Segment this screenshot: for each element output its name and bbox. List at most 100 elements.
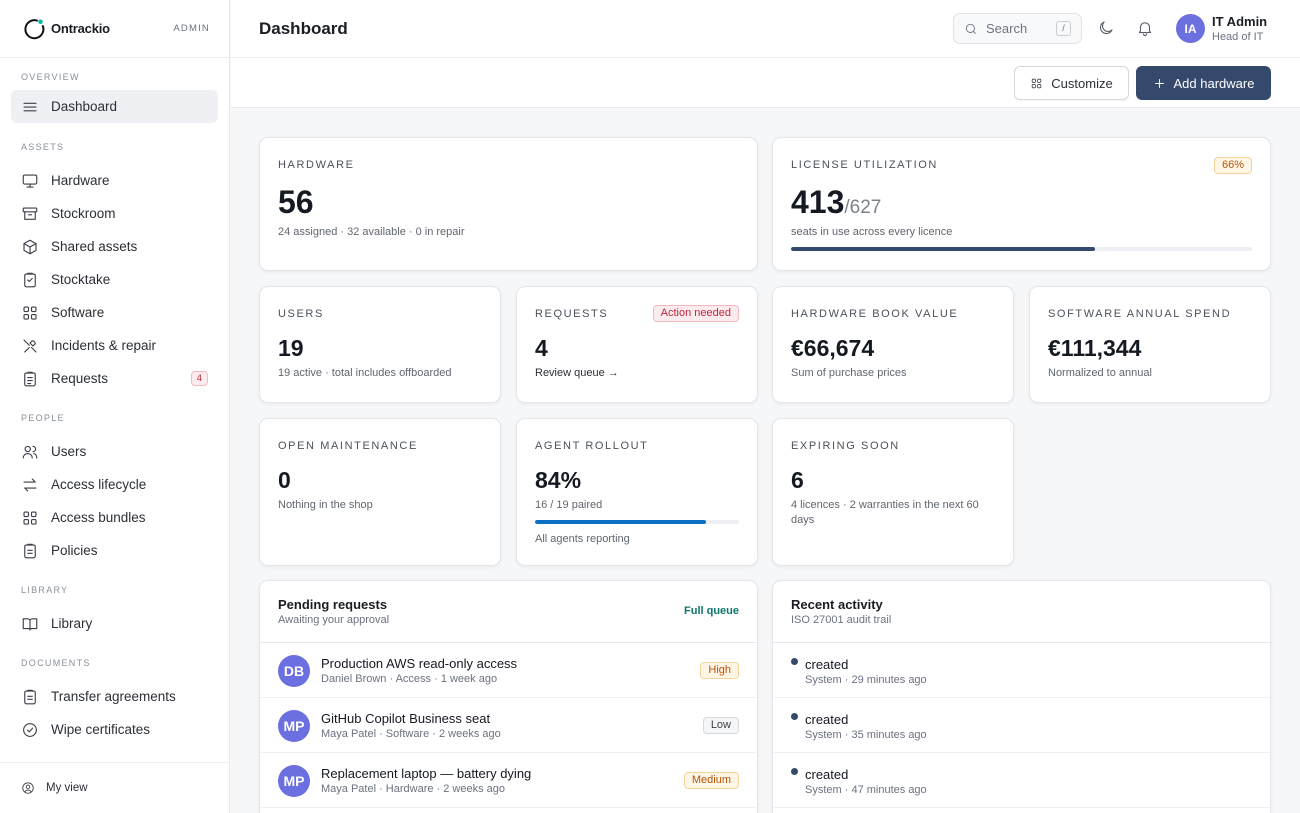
list-item[interactable]: MP GitHub Copilot Business seat Maya Pat… — [260, 698, 757, 753]
divider — [260, 642, 757, 643]
users-card[interactable]: USERS 19 19 active · total includes offb… — [259, 286, 501, 403]
request-meta: Maya Patel · Software · 2 weeks ago — [321, 728, 501, 740]
book-icon — [22, 617, 38, 631]
avatar: MP — [278, 765, 310, 797]
sidebar-item-stockroom[interactable]: Stockroom — [11, 197, 218, 230]
sidebar-item-label: Access lifecycle — [51, 477, 147, 492]
list-item[interactable]: created System · 35 minutes ago — [773, 698, 1270, 753]
search-placeholder: Search — [986, 21, 1028, 36]
sidebar-item-stocktake[interactable]: Stocktake — [11, 263, 218, 296]
add-hardware-label: Add hardware — [1173, 75, 1255, 91]
panel-title: Pending requests — [278, 597, 388, 612]
license-used: 413 — [791, 184, 845, 220]
grid-icon — [23, 510, 37, 525]
menu-icon — [23, 102, 37, 111]
role-label: ADMIN — [173, 23, 210, 34]
sidebar-item-transfer-agreements[interactable]: Transfer agreements — [11, 680, 218, 713]
sidebar-item-access-bundles[interactable]: Access bundles — [11, 501, 218, 534]
section-overview: OVERVIEW — [21, 72, 80, 82]
full-queue-link[interactable]: Full queue — [684, 605, 739, 617]
hardware-card[interactable]: HARDWARE 56 24 assigned · 32 available ·… — [259, 137, 758, 271]
activity-title: created — [805, 767, 849, 782]
book-value: €66,674 — [791, 335, 875, 361]
moon-icon — [1099, 21, 1113, 35]
document-icon — [24, 543, 36, 558]
users-icon — [22, 445, 38, 459]
utilization-badge: 66% — [1213, 157, 1252, 174]
recent-activity-panel: Recent activity ISO 27001 audit trail cr… — [772, 580, 1271, 813]
maintenance-sub: Nothing in the shop — [278, 499, 373, 511]
sidebar-item-label: Transfer agreements — [51, 689, 176, 704]
logo[interactable]: Ontrackio — [22, 17, 110, 41]
search-icon — [965, 23, 976, 34]
avatar[interactable]: IA — [1176, 14, 1205, 43]
sidebar-item-label: Policies — [51, 543, 98, 558]
sidebar-item-dashboard[interactable]: Dashboard — [11, 90, 218, 123]
card-label: LICENSE UTILIZATION — [791, 159, 938, 171]
priority-badge: Low — [702, 717, 739, 734]
requests-card[interactable]: REQUESTS Action needed 4 Review queue → — [516, 286, 758, 403]
sidebar-item-hardware[interactable]: Hardware — [11, 164, 218, 197]
card-label: AGENT ROLLOUT — [535, 440, 649, 452]
review-queue-link[interactable]: Review queue → — [535, 367, 619, 379]
brand-name: Ontrackio — [51, 21, 110, 36]
customize-button[interactable]: Customize — [1014, 66, 1129, 100]
rollout-progress-bar — [535, 520, 739, 524]
brand-header: Ontrackio ADMIN — [0, 0, 229, 58]
sidebar-item-label: Incidents & repair — [51, 338, 157, 353]
license-utilization-card[interactable]: LICENSE UTILIZATION 66% 413/627 seats in… — [772, 137, 1271, 271]
annual-spend-value: €111,344 — [1048, 335, 1142, 361]
user-role: Head of IT — [1212, 31, 1264, 43]
sidebar-item-shared-assets[interactable]: Shared assets — [11, 230, 218, 263]
requests-count: 4 — [535, 335, 548, 361]
expiring-sub: 4 licences · 2 warranties in the next 60… — [791, 499, 979, 526]
sidebar-item-label: Requests — [51, 371, 109, 386]
sidebar-item-software[interactable]: Software — [11, 296, 218, 329]
notifications-button[interactable] — [1136, 19, 1154, 37]
sidebar-item-label: Wipe certificates — [51, 722, 151, 737]
section-library: LIBRARY — [21, 585, 69, 595]
add-hardware-button[interactable]: Add hardware — [1136, 66, 1271, 100]
sidebar-item-label: Stockroom — [51, 206, 116, 221]
monitor-icon — [22, 173, 38, 188]
search-input[interactable]: Search / — [953, 13, 1082, 44]
expiring-card[interactable]: EXPIRING SOON 6 4 licences · 2 warrantie… — [772, 418, 1014, 566]
section-assets: ASSETS — [21, 142, 65, 152]
rollout-sub: 16 / 19 paired — [535, 499, 603, 511]
divider — [773, 642, 1270, 643]
archive-icon — [22, 206, 38, 220]
activity-title: created — [805, 657, 849, 672]
customize-label: Customize — [1051, 75, 1113, 91]
card-label: OPEN MAINTENANCE — [278, 440, 418, 452]
request-title: GitHub Copilot Business seat — [321, 711, 491, 726]
sidebar-item-wipe-certificates[interactable]: Wipe certificates — [11, 713, 218, 746]
maintenance-count: 0 — [278, 467, 291, 493]
pending-requests-panel: Pending requests Awaiting your approval … — [259, 580, 758, 813]
search-shortcut: / — [1056, 21, 1071, 36]
book-value-card[interactable]: HARDWARE BOOK VALUE €66,674 Sum of purch… — [772, 286, 1014, 403]
agent-rollout-card[interactable]: AGENT ROLLOUT 84% 16 / 19 paired All age… — [516, 418, 758, 566]
clipboard-icon — [24, 272, 36, 287]
sidebar-item-users[interactable]: Users — [11, 435, 218, 468]
sidebar-item-label: Dashboard — [51, 99, 118, 114]
sidebar-item-access-lifecycle[interactable]: Access lifecycle — [11, 468, 218, 501]
list-item[interactable]: created System · 47 minutes ago — [773, 753, 1270, 808]
requests-count-badge: 4 — [190, 371, 208, 386]
list-item[interactable]: DB Production AWS read-only access Danie… — [260, 643, 757, 698]
sidebar-item-policies[interactable]: Policies — [11, 534, 218, 567]
sidebar-item-incidents[interactable]: Incidents & repair — [11, 329, 218, 362]
list-item[interactable]: MP Replacement laptop — battery dying Ma… — [260, 753, 757, 808]
sidebar-item-library[interactable]: Library — [11, 607, 218, 640]
theme-toggle-button[interactable] — [1097, 19, 1115, 37]
request-meta: Daniel Brown · Access · 1 week ago — [321, 673, 498, 685]
maintenance-card[interactable]: OPEN MAINTENANCE 0 Nothing in the shop — [259, 418, 501, 566]
license-sub: seats in use across every licence — [791, 226, 953, 238]
grid-icon — [23, 305, 37, 320]
users-count: 19 — [278, 335, 304, 361]
annual-spend-card[interactable]: SOFTWARE ANNUAL SPEND €111,344 Normalize… — [1029, 286, 1271, 403]
panel-subtitle: Awaiting your approval — [278, 614, 390, 626]
list-item[interactable]: created System · 29 minutes ago — [773, 643, 1270, 698]
card-label: SOFTWARE ANNUAL SPEND — [1048, 308, 1232, 320]
sidebar-item-requests[interactable]: Requests 4 — [11, 362, 218, 395]
my-view-button[interactable]: My view — [0, 762, 229, 813]
